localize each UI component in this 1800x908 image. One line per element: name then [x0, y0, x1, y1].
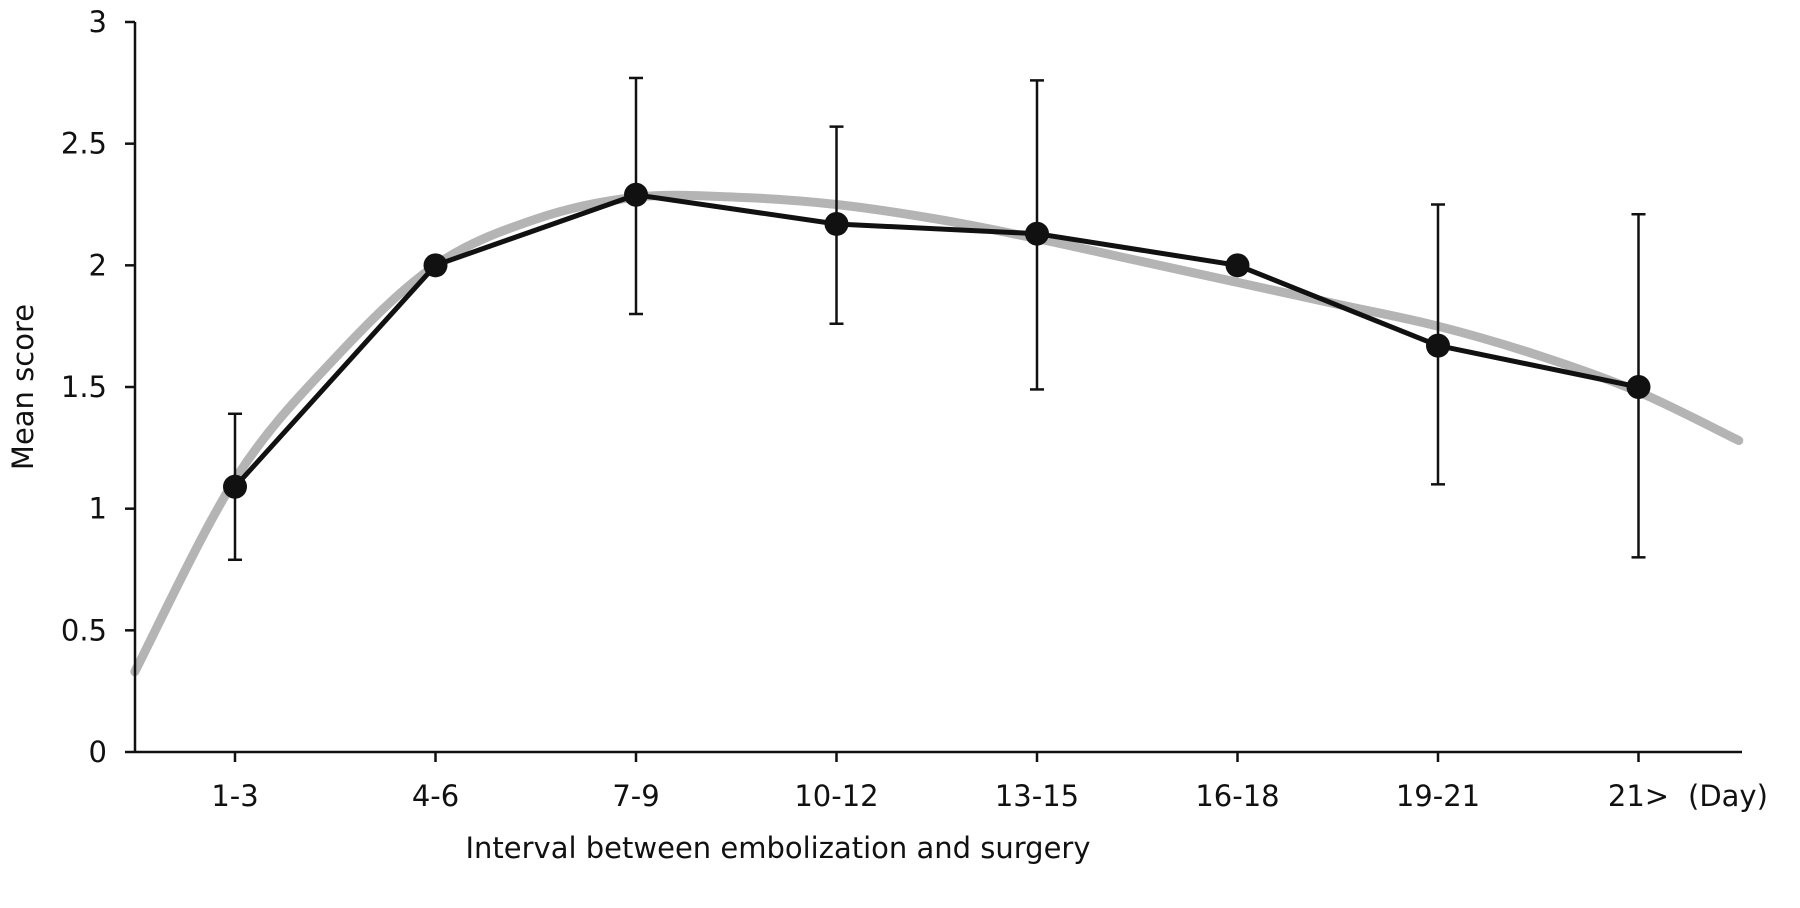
x-tick-label: 7-9 [612, 779, 659, 813]
x-tick-label: 1-3 [211, 779, 258, 813]
data-point [824, 211, 849, 236]
axes-layer [133, 22, 1742, 754]
data-point [624, 182, 648, 207]
y-axis-title: Mean score [6, 304, 40, 470]
fit-curve-layer [130, 190, 1744, 677]
data-point [1426, 333, 1450, 358]
data-point [423, 253, 448, 278]
x-tick-label: 13-15 [995, 779, 1079, 813]
x-tick-label: 21> [1608, 779, 1669, 813]
x-tick-label: 4-6 [412, 779, 459, 813]
y-ticks: 0 0.5 1 1.5 2 2.5 3 [61, 5, 135, 769]
x-tick-label: 16-18 [1195, 779, 1279, 813]
y-tick-label: 3 [89, 5, 107, 39]
y-tick-label: 2 [89, 248, 107, 282]
data-point [1025, 221, 1049, 246]
data-point [1225, 253, 1250, 278]
y-tick-label: 1.5 [61, 370, 107, 404]
x-ticks: 1-3 4-6 7-9 10-12 13-15 16-18 19-21 21> [211, 752, 1669, 813]
series-layer [223, 76, 1651, 562]
fit-curve [130, 190, 1744, 677]
x-axis-title: Interval between embolization and surger… [465, 831, 1090, 865]
y-tick-label: 2.5 [61, 127, 107, 161]
series-line [233, 192, 1640, 489]
y-tick-label: 0.5 [61, 613, 107, 647]
x-unit-label: (Day) [1688, 779, 1768, 813]
data-point [223, 474, 247, 499]
x-tick-label: 10-12 [794, 779, 878, 813]
y-tick-label: 0 [89, 735, 107, 769]
y-tick-label: 1 [89, 492, 107, 526]
data-point [1626, 375, 1651, 399]
x-tick-label: 19-21 [1396, 779, 1480, 813]
